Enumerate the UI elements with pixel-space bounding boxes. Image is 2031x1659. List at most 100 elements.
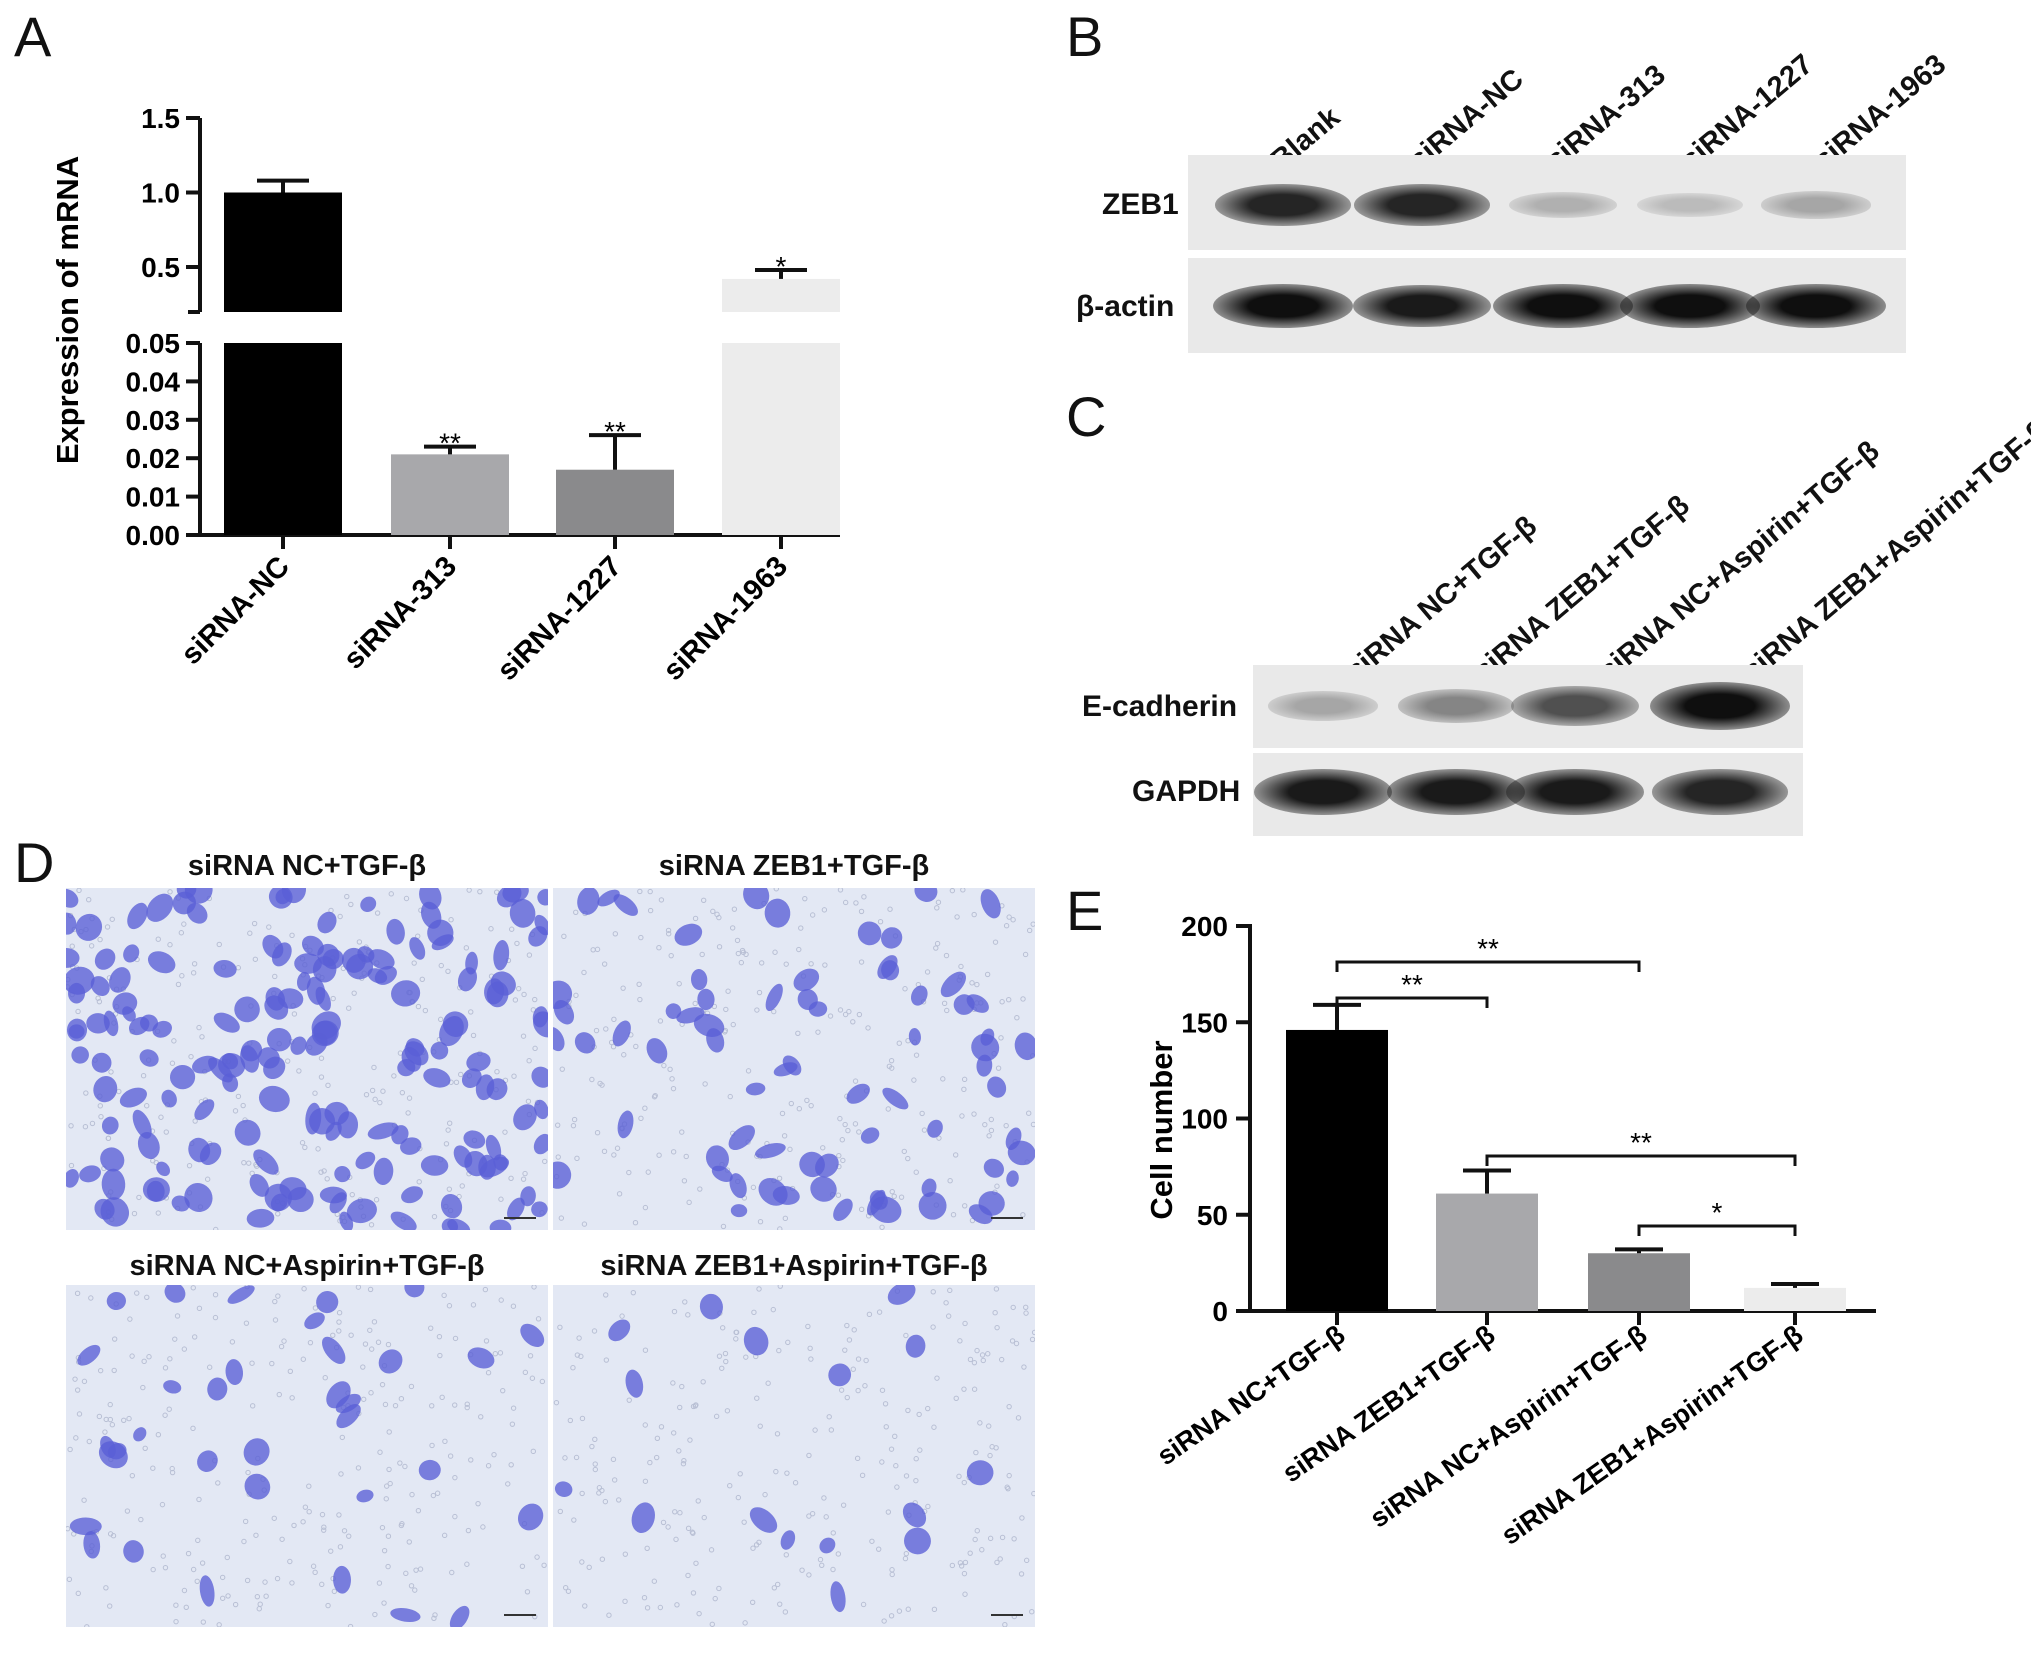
stained-cell (137, 1131, 160, 1160)
membrane-pore (807, 1345, 813, 1352)
stained-cell (553, 1027, 565, 1052)
membrane-pore (96, 1413, 103, 1420)
membrane-pore (777, 1601, 783, 1607)
membrane-pore (1010, 1304, 1016, 1311)
x-tick-label: siRNA-313 (338, 550, 463, 675)
membrane-pore (935, 899, 942, 905)
membrane-pore (188, 1053, 194, 1060)
micrograph-title: siRNA NC+Aspirin+TGF-β (129, 1250, 485, 1282)
membrane-pore (300, 1519, 306, 1525)
bar (1286, 1029, 1388, 1311)
membrane-pore (66, 1526, 71, 1532)
membrane-pore (660, 1519, 667, 1526)
membrane-pore (320, 1527, 327, 1533)
stained-cell (356, 1489, 374, 1503)
membrane-pore (257, 1601, 263, 1607)
membrane-pore (974, 1528, 980, 1534)
membrane-pore (162, 1365, 169, 1371)
significance-label: ** (1630, 1127, 1652, 1158)
membrane-pore (695, 1498, 701, 1504)
membrane-pore (741, 1519, 747, 1525)
membrane-pore (944, 1007, 950, 1014)
y-axis-label: Expression of mRNA (50, 156, 85, 464)
membrane-pore (982, 1121, 988, 1128)
x-tick-label: siRNA ZEB1+Aspirin+TGF-β (1496, 1319, 1809, 1550)
membrane-pore (339, 1434, 346, 1441)
membrane-pore (802, 895, 808, 902)
membrane-pore (959, 1113, 965, 1119)
membrane-pore (735, 950, 742, 957)
membrane-pore (875, 1546, 882, 1552)
stained-cell (244, 1473, 271, 1500)
membrane-pore (86, 1438, 92, 1445)
stained-cell (322, 949, 344, 970)
membrane-pore (276, 1391, 282, 1398)
stained-cell (486, 1078, 508, 1101)
stained-cell (66, 947, 80, 968)
membrane-pore (806, 1513, 812, 1519)
stained-cell (729, 1173, 747, 1199)
stained-cell (980, 1028, 995, 1046)
membrane-pore (901, 1148, 907, 1155)
stained-cell (631, 1502, 655, 1533)
stained-cell (329, 1192, 347, 1214)
membrane-pore (998, 1356, 1005, 1363)
membrane-pore (464, 1401, 470, 1407)
membrane-pore (337, 913, 343, 920)
membrane-pore (712, 1595, 718, 1602)
membrane-pore (376, 1580, 383, 1586)
membrane-pore (553, 1399, 560, 1406)
stained-cell (749, 1507, 778, 1533)
stained-cell (306, 976, 326, 1005)
membrane-pore (452, 1474, 458, 1481)
membrane-pore (974, 981, 980, 988)
membrane-pore (653, 1454, 660, 1461)
membrane-pore (388, 891, 394, 897)
membrane-pore (253, 1532, 259, 1538)
membrane-pore (603, 1357, 610, 1363)
stained-cell (127, 902, 148, 930)
membrane-pore (409, 1491, 415, 1498)
membrane-pore (677, 1510, 683, 1516)
membrane-pore (837, 888, 844, 893)
membrane-pore (372, 1096, 378, 1103)
membrane-pore (107, 1401, 113, 1408)
membrane-pore (574, 1155, 580, 1162)
stained-cell (213, 1012, 240, 1033)
membrane-pore (1023, 1557, 1030, 1564)
membrane-pore (657, 1604, 664, 1611)
membrane-pore (459, 1183, 465, 1189)
membrane-pore (925, 1503, 931, 1510)
membrane-pore (936, 1135, 942, 1141)
stained-cell (420, 1155, 449, 1176)
membrane-pore (652, 1092, 658, 1099)
membrane-pore (697, 1186, 703, 1192)
membrane-pore (278, 1343, 285, 1350)
membrane-pore (360, 1364, 366, 1370)
membrane-pore (274, 1575, 281, 1582)
y-tick-label: 1.5 (141, 103, 180, 134)
membrane-pore (679, 1129, 685, 1135)
membrane-pore (921, 1127, 928, 1133)
membrane-pore (374, 910, 381, 916)
significance-label: ** (604, 416, 626, 447)
membrane-pore (571, 1517, 577, 1523)
membrane-pore (363, 1091, 370, 1098)
membrane-pore (104, 924, 111, 930)
significance-label: * (1712, 1197, 1723, 1228)
membrane-pore (405, 1110, 411, 1116)
stained-cell (976, 1054, 993, 1077)
membrane-pore (669, 1076, 675, 1082)
membrane-pore (191, 961, 198, 967)
membrane-pore (141, 1358, 147, 1365)
membrane-pore (815, 1029, 821, 1035)
stained-cell (830, 1581, 846, 1613)
membrane-pore (296, 1068, 302, 1074)
membrane-pore (179, 973, 185, 979)
membrane-pore (962, 1203, 968, 1209)
stained-cell (418, 1459, 441, 1481)
membrane-pore (181, 1587, 188, 1594)
stained-cell (146, 893, 174, 922)
stained-cell (953, 994, 975, 1015)
stained-cell (112, 992, 138, 1015)
